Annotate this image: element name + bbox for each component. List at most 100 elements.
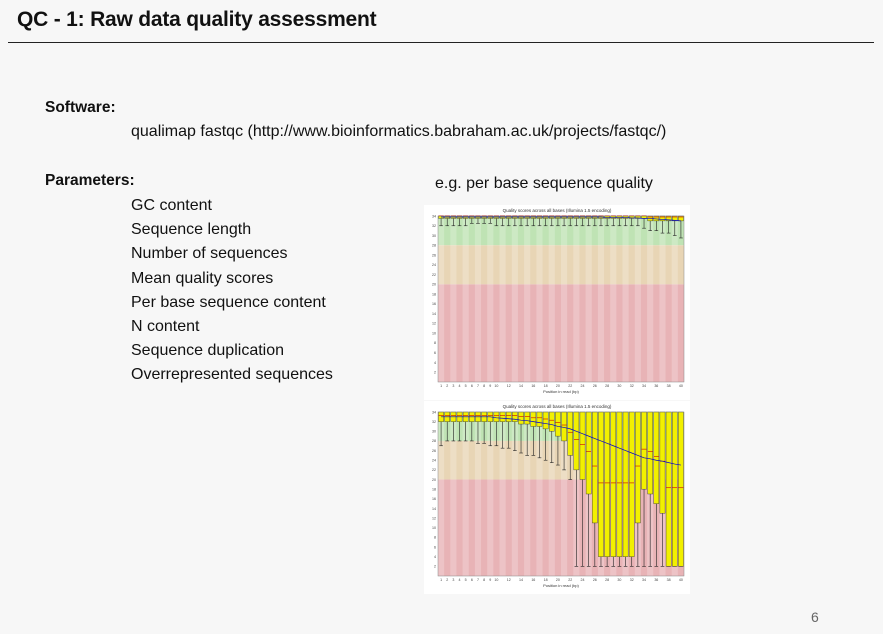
software-label: Software:	[45, 99, 116, 116]
parameter-item: GC content	[131, 197, 212, 214]
quality-box	[505, 411, 512, 422]
position-stripe	[610, 216, 617, 382]
x-axis-label: Position in read (bp)	[543, 389, 579, 394]
position-stripe	[585, 216, 592, 382]
quality-box	[592, 411, 598, 524]
y-tick-label: 22	[432, 273, 436, 277]
position-stripe	[474, 412, 482, 576]
position-stripe	[462, 216, 469, 382]
software-value: qualimap fastqc (http://www.bioinformati…	[131, 123, 667, 140]
x-tick-label: 6	[471, 578, 473, 582]
y-tick-label: 14	[432, 312, 436, 316]
y-tick-label: 4	[434, 555, 436, 559]
y-tick-label: 16	[432, 497, 436, 501]
x-tick-label: 32	[630, 578, 634, 582]
parameter-item: Overrepresented sequences	[131, 366, 333, 384]
quality-box	[585, 411, 592, 495]
x-tick-label: 1	[440, 578, 442, 582]
mean-line	[441, 216, 681, 222]
quality-box	[659, 411, 666, 514]
quality-plot-poor-svg: Quality scores across all bases (Illumin…	[432, 404, 685, 588]
position-stripe	[671, 216, 678, 382]
x-tick-label: 1	[440, 384, 442, 388]
position-stripe	[462, 412, 469, 576]
x-tick-label: 16	[531, 578, 535, 582]
position-stripe	[597, 216, 605, 382]
y-tick-label: 6	[434, 545, 436, 549]
x-tick-label: 24	[581, 384, 585, 388]
x-tick-label: 14	[519, 578, 523, 582]
parameter-item: Sequence length	[131, 221, 252, 239]
position-stripe	[561, 412, 568, 576]
y-tick-label: 32	[432, 224, 436, 228]
x-tick-label: 34	[642, 578, 646, 582]
y-tick-label: 8	[434, 341, 436, 345]
position-stripe	[487, 216, 494, 382]
x-tick-label: 28	[605, 384, 609, 388]
y-tick-label: 8	[434, 536, 436, 540]
parameters-list: GC content Sequence length Number of seq…	[131, 194, 333, 388]
x-tick-label: 10	[494, 578, 498, 582]
y-tick-label: 34	[432, 410, 436, 414]
x-tick-label: 18	[544, 384, 548, 388]
y-tick-label: 26	[432, 253, 436, 257]
x-tick-label: 34	[642, 384, 646, 388]
x-tick-label: 40	[679, 384, 683, 388]
x-tick-label: 16	[531, 384, 535, 388]
plot-title: Quality scores across all bases (Illumin…	[503, 404, 612, 409]
y-tick-label: 18	[432, 487, 436, 491]
quality-box	[518, 411, 524, 425]
position-stripe	[487, 412, 494, 576]
x-tick-label: 12	[507, 384, 511, 388]
x-tick-label: 3	[452, 578, 454, 582]
position-stripe	[499, 412, 506, 576]
page-number: 6	[811, 609, 819, 625]
mean-line	[441, 416, 681, 466]
position-stripe	[659, 216, 666, 382]
y-tick-label: 10	[432, 331, 436, 335]
y-tick-label: 30	[432, 430, 436, 434]
quality-box	[555, 411, 561, 437]
quality-box	[567, 411, 573, 456]
parameter-item: Number of sequences	[131, 245, 288, 263]
x-tick-label: 8	[483, 384, 485, 388]
x-tick-label: 12	[507, 578, 511, 582]
parameters-label: Parameters:	[45, 172, 135, 189]
x-tick-label: 8	[483, 578, 485, 582]
y-tick-label: 30	[432, 234, 436, 238]
x-tick-label: 4	[459, 384, 461, 388]
x-tick-label: 4	[459, 578, 461, 582]
position-stripe	[548, 216, 555, 382]
y-tick-label: 34	[432, 214, 436, 218]
position-stripe	[573, 216, 580, 382]
quality-box	[665, 411, 672, 567]
x-tick-label: 18	[544, 578, 548, 582]
position-stripe	[499, 216, 506, 382]
y-tick-label: 4	[434, 361, 436, 365]
x-tick-label: 20	[556, 578, 560, 582]
y-tick-label: 6	[434, 351, 436, 355]
quality-plot-good-svg: Quality scores across all bases (Illumin…	[432, 208, 685, 394]
quality-box	[628, 411, 635, 557]
x-tick-label: 30	[617, 578, 621, 582]
plot-frame	[437, 215, 685, 383]
plot-frame	[437, 411, 685, 577]
position-stripe	[474, 216, 482, 382]
x-tick-label: 22	[568, 578, 572, 582]
x-tick-label: 30	[617, 384, 621, 388]
quality-box	[536, 411, 543, 427]
quality-box	[512, 411, 518, 422]
x-tick-label: 2	[446, 384, 448, 388]
quality-box	[635, 411, 641, 524]
y-tick-label: 12	[432, 322, 436, 326]
y-tick-label: 14	[432, 507, 436, 511]
x-tick-label: 14	[519, 384, 523, 388]
zone-good	[438, 216, 684, 246]
quality-box	[622, 411, 629, 557]
x-tick-label: 7	[477, 578, 479, 582]
position-stripe	[548, 412, 555, 576]
quality-box	[604, 411, 610, 557]
x-tick-label: 3	[452, 384, 454, 388]
y-tick-label: 10	[432, 526, 436, 530]
quality-box	[616, 411, 623, 557]
